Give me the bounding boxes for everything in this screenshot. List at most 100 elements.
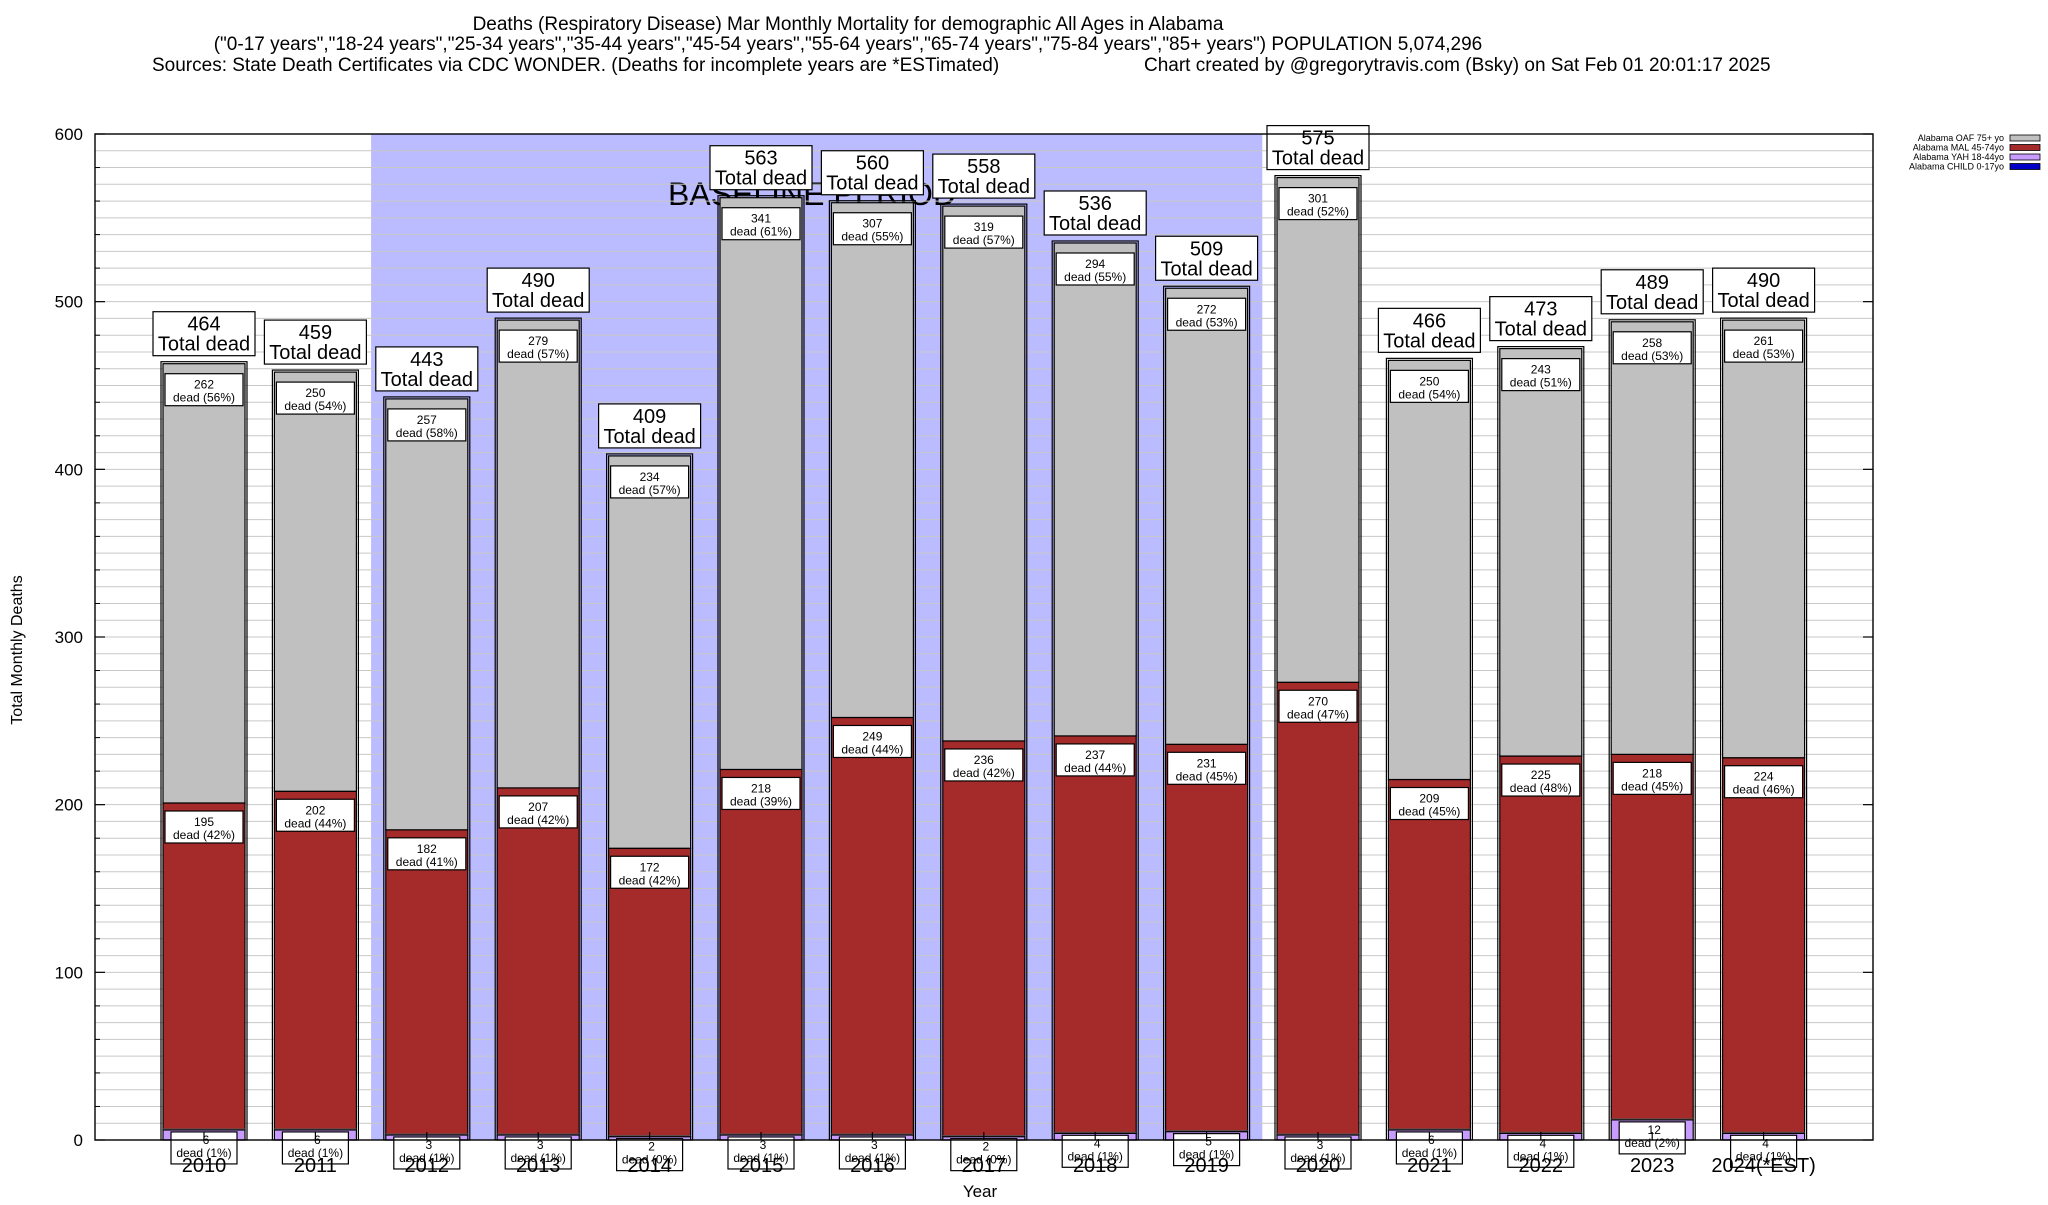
total-value-label: 509 bbox=[1190, 238, 1223, 260]
total-label-box bbox=[1377, 307, 1482, 353]
x-tick-label: 2019 bbox=[1184, 1155, 1229, 1177]
oaf-percent-label: dead (56%) bbox=[173, 391, 235, 405]
x-axis-label: Year bbox=[963, 1182, 998, 1200]
oaf-label-box bbox=[1723, 329, 1804, 363]
yah-percent-label: dead (1%) bbox=[176, 1146, 231, 1160]
total-suffix-label: Total dead bbox=[158, 334, 250, 356]
total-label-box bbox=[1154, 235, 1259, 281]
total-label-box bbox=[486, 267, 590, 313]
mal-percent-label: dead (45%) bbox=[1621, 779, 1683, 793]
oaf-percent-label: dead (61%) bbox=[730, 225, 792, 239]
y-tick-label: 600 bbox=[55, 125, 83, 144]
mal-label-box bbox=[164, 810, 244, 844]
oaf-percent-label: dead (57%) bbox=[507, 347, 569, 361]
bar-segment-mal bbox=[1610, 753, 1694, 1121]
yah-value-label: 3 bbox=[425, 1138, 432, 1152]
total-value-label: 558 bbox=[967, 156, 1000, 178]
mal-value-label: 218 bbox=[751, 781, 771, 795]
oaf-value-label: 257 bbox=[417, 413, 437, 427]
mal-percent-label: dead (44%) bbox=[841, 742, 903, 756]
mal-label-box bbox=[498, 795, 578, 829]
bar-segment-oaf bbox=[607, 455, 692, 849]
x-tick-label: 2016 bbox=[850, 1155, 895, 1177]
mal-value-label: 270 bbox=[1308, 694, 1328, 708]
x-tick-label: 2024(*EST) bbox=[1711, 1155, 1816, 1177]
bar-segment-oaf bbox=[1499, 348, 1583, 757]
bar-segment-oaf bbox=[1387, 359, 1472, 781]
mal-label-box bbox=[721, 776, 801, 811]
oaf-label-box bbox=[832, 212, 913, 246]
total-label-box bbox=[1600, 269, 1704, 315]
y-tick-label: 400 bbox=[55, 460, 83, 479]
yah-value-label: 2 bbox=[648, 1140, 655, 1154]
oaf-percent-label: dead (54%) bbox=[1398, 387, 1460, 401]
oaf-label-box bbox=[1055, 252, 1135, 286]
total-label-box bbox=[375, 346, 479, 392]
total-value-label: 466 bbox=[1413, 310, 1446, 332]
total-suffix-label: Total dead bbox=[1383, 330, 1475, 352]
mal-label-box bbox=[832, 724, 913, 759]
total-value-label: 575 bbox=[1301, 128, 1334, 150]
yah-label-box bbox=[504, 1136, 572, 1170]
mal-percent-label: dead (42%) bbox=[619, 873, 681, 887]
oaf-percent-label: dead (57%) bbox=[953, 233, 1015, 247]
oaf-value-label: 234 bbox=[640, 470, 660, 484]
oaf-label-box bbox=[387, 408, 467, 442]
oaf-label-box bbox=[1389, 369, 1470, 403]
mal-label-box bbox=[387, 837, 467, 871]
oaf-percent-label: dead (52%) bbox=[1287, 205, 1349, 219]
bar-segment-mal bbox=[385, 829, 469, 1136]
x-tick-label: 2015 bbox=[739, 1155, 784, 1177]
oaf-value-label: 319 bbox=[974, 220, 994, 234]
yah-percent-label: dead (1%) bbox=[1513, 1149, 1568, 1163]
yah-label-box bbox=[281, 1131, 349, 1165]
oaf-label-box bbox=[721, 207, 801, 241]
mal-percent-label: dead (48%) bbox=[1510, 781, 1572, 795]
bar-segment-oaf bbox=[162, 363, 246, 804]
bar-segment-oaf bbox=[1276, 176, 1360, 683]
legend-label: Alabama OAF 75+ yo bbox=[1918, 133, 2004, 143]
mal-value-label: 182 bbox=[417, 842, 437, 856]
legend-label: Alabama CHILD 0-17yo bbox=[1909, 162, 2004, 172]
oaf-percent-label: dead (53%) bbox=[1176, 315, 1238, 329]
total-label-box bbox=[1711, 267, 1816, 313]
x-tick-label: 2022 bbox=[1519, 1155, 1564, 1177]
legend-label: Alabama YAH 18-44yo bbox=[1913, 152, 2004, 162]
chart-header: Deaths (Respiratory Disease) Mar Monthly… bbox=[152, 14, 1771, 76]
yah-value-label: 12 bbox=[1648, 1123, 1662, 1137]
yah-value-label: 3 bbox=[871, 1138, 878, 1152]
legend-swatch bbox=[2009, 163, 2041, 170]
mal-value-label: 202 bbox=[305, 803, 325, 817]
total-label-box bbox=[597, 403, 702, 449]
yah-percent-label: dead (1%) bbox=[1290, 1151, 1345, 1165]
x-tick-label: 2021 bbox=[1407, 1155, 1452, 1177]
mal-value-label: 207 bbox=[528, 800, 548, 814]
bar-segment-mal bbox=[1499, 755, 1583, 1134]
total-value-label: 560 bbox=[856, 153, 889, 175]
bar-segment-oaf bbox=[1053, 242, 1137, 737]
bar-segment-mal bbox=[607, 847, 692, 1138]
total-value-label: 563 bbox=[744, 148, 777, 170]
mal-value-label: 236 bbox=[974, 753, 994, 767]
legend-swatch bbox=[2009, 144, 2041, 151]
total-label-box bbox=[820, 150, 925, 196]
x-tick-label: 2018 bbox=[1073, 1155, 1118, 1177]
yah-percent-label: dead (1%) bbox=[1179, 1148, 1234, 1162]
bar-segment-mal bbox=[830, 716, 915, 1136]
mal-percent-label: dead (45%) bbox=[1176, 769, 1238, 783]
total-value-label: 490 bbox=[1747, 270, 1780, 292]
total-label-box bbox=[1489, 296, 1593, 342]
x-tick-label: 2023 bbox=[1630, 1155, 1675, 1177]
y-axis-label: Total Monthly Deaths bbox=[9, 575, 26, 724]
total-suffix-label: Total dead bbox=[1049, 213, 1141, 235]
yah-percent-label: dead (1%) bbox=[399, 1151, 454, 1165]
oaf-value-label: 262 bbox=[194, 378, 214, 392]
mal-value-label: 225 bbox=[1531, 768, 1551, 782]
mal-value-label: 209 bbox=[1419, 792, 1439, 806]
axes: 2010 2011 2012 2013 2014 2015 2016 2017 2018 2019… bbox=[55, 125, 1874, 1177]
bar-segment-oaf bbox=[496, 319, 580, 789]
total-suffix-label: Total dead bbox=[1495, 319, 1587, 341]
total-value-label: 536 bbox=[1079, 193, 1112, 215]
oaf-value-label: 261 bbox=[1754, 334, 1774, 348]
